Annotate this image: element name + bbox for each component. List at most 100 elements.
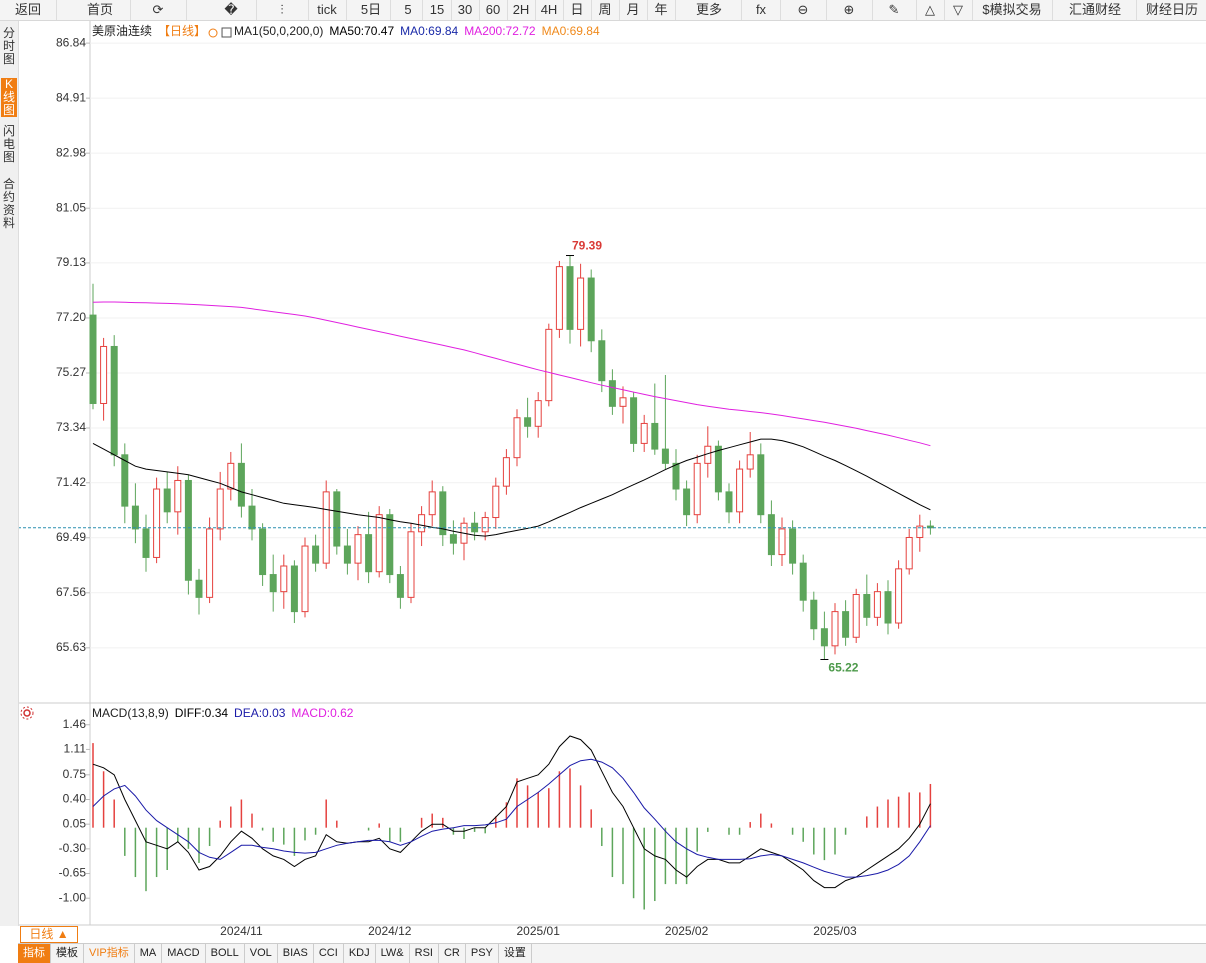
toolbar-button[interactable]: 5日 [352,0,391,20]
candle-body [89,314,97,404]
toolbar-button[interactable]: 60 [479,0,508,20]
toolbar-button[interactable]: 30 [451,0,480,20]
candle-body [831,611,839,647]
legend-entry: DEA:0.03 [234,706,286,720]
candle-body [449,534,457,544]
candle-body [895,568,903,624]
y-tick-label: 1.46 [63,717,87,731]
x-tick-label: 2025/03 [813,924,857,938]
y-tick-label: 0.05 [63,816,87,830]
toolbar-icon[interactable]: ⟳ [130,0,187,20]
y-tick-label: 1.11 [64,742,87,756]
toolbar-icon[interactable]: ▽ [944,0,973,20]
sidebar-tab[interactable]: 闪电图 [2,124,15,164]
candle-body [418,514,426,533]
toolbar-icon[interactable]: △ [916,0,945,20]
y-tick-label: 0.75 [63,767,87,781]
indicator-tab[interactable]: PSY [466,944,499,963]
indicator-tab[interactable]: VOL [245,944,278,963]
toolbar-button[interactable]: 2H [507,0,536,20]
candle-body [651,422,659,450]
indicator-tab[interactable]: LW& [376,944,410,963]
candle-body [100,345,108,404]
indicator-tab[interactable]: VIP指标 [84,944,135,963]
toolbar-button[interactable]: 年 [647,0,676,20]
toolbar-button[interactable]: 首页 [70,0,131,20]
indicator-tab[interactable]: CCI [314,944,344,963]
candle-body [396,574,404,598]
candle-body [757,454,765,516]
indicator-tab[interactable]: RSI [410,944,439,963]
candle-body [248,505,256,530]
indicator-tab[interactable]: 指标 [18,944,51,963]
candle-body [481,517,489,533]
sidebar-tab[interactable]: 分时图 [2,26,15,66]
candle-body [672,462,680,490]
toolbar-icon[interactable]: � [206,0,257,20]
indicator-tab[interactable]: MA [135,944,163,963]
toolbar-icon[interactable]: ⊕ [826,0,873,20]
candle-body [661,448,669,464]
candle-body [725,491,733,513]
toolbar-button[interactable]: 4H [535,0,564,20]
candle-body [386,514,394,576]
candle-body [587,277,595,342]
settings-icon[interactable] [20,706,34,720]
sidebar-tab[interactable]: K线图 [1,77,17,117]
y-tick-label: -0.65 [59,866,87,880]
candle-body [131,505,139,530]
candle-body [577,277,585,330]
toolbar-button[interactable]: 5 [394,0,423,20]
indicator-tab[interactable]: 模板 [51,944,84,963]
candle-body [407,531,415,598]
toolbar-button[interactable]: 周 [591,0,620,20]
sidebar-tab[interactable]: 合约资料 [2,177,15,230]
indicator-tab[interactable]: BIAS [278,944,314,963]
toolbar-button[interactable]: tick [308,0,347,20]
toolbar-icon[interactable]: ⊖ [780,0,827,20]
candle-body [524,417,532,427]
toolbar-button[interactable]: 月 [619,0,648,20]
y-tick-label: 73.34 [56,420,86,434]
toolbar-icon[interactable]: fx [742,0,781,20]
indicator-tab[interactable]: BOLL [206,944,245,963]
chart-subtitle: 【日线】 [158,24,206,38]
candle-body [375,514,383,573]
toolbar-icon[interactable]: ✎ [872,0,917,20]
candle-body [555,266,563,330]
candle-body [110,345,118,456]
toolbar-icon[interactable]: ⫶ [256,0,309,20]
toolbar-button[interactable]: $模拟交易 [972,0,1053,20]
toolbar-button[interactable]: 15 [423,0,452,20]
indicator-tab[interactable]: MACD [162,944,206,963]
candle-body [227,462,235,490]
toolbar-button[interactable]: 返回 [0,0,57,20]
candle-body [683,488,691,516]
candle-body [269,574,277,593]
y-tick-label: 75.27 [56,365,86,379]
period-selector[interactable]: 日线 ▲ [20,926,78,943]
y-tick-label: 65.63 [56,640,86,654]
indicator-tab[interactable]: 设置 [499,944,532,963]
y-tick-label: 71.42 [56,475,86,489]
legend-entry: MA200:72.72 [464,24,536,38]
indicator-tab[interactable]: KDJ [344,944,376,963]
candle-body [237,462,245,507]
indicator-label: MA1(50,0,200,0) [234,24,323,38]
y-tick-label: 84.91 [56,90,86,104]
legend-entry: MA50:70.47 [329,24,394,38]
candle-body [863,594,871,618]
candle-body [842,611,850,638]
toolbar-button[interactable]: 日 [563,0,592,20]
candle-body [153,488,161,558]
chart-title: 美原油连续 [92,23,152,38]
toolbar-button[interactable]: 财经日历 [1138,0,1206,20]
low-label: 65.22 [828,661,858,675]
indicator-tab[interactable]: CR [439,944,466,963]
toolbar-button[interactable]: 更多 [677,0,742,20]
toolbar-button[interactable]: 汇通财经 [1054,0,1137,20]
legend-entry: DIFF:0.34 [175,706,229,720]
candle-body [365,534,373,573]
candle-body [736,468,744,513]
